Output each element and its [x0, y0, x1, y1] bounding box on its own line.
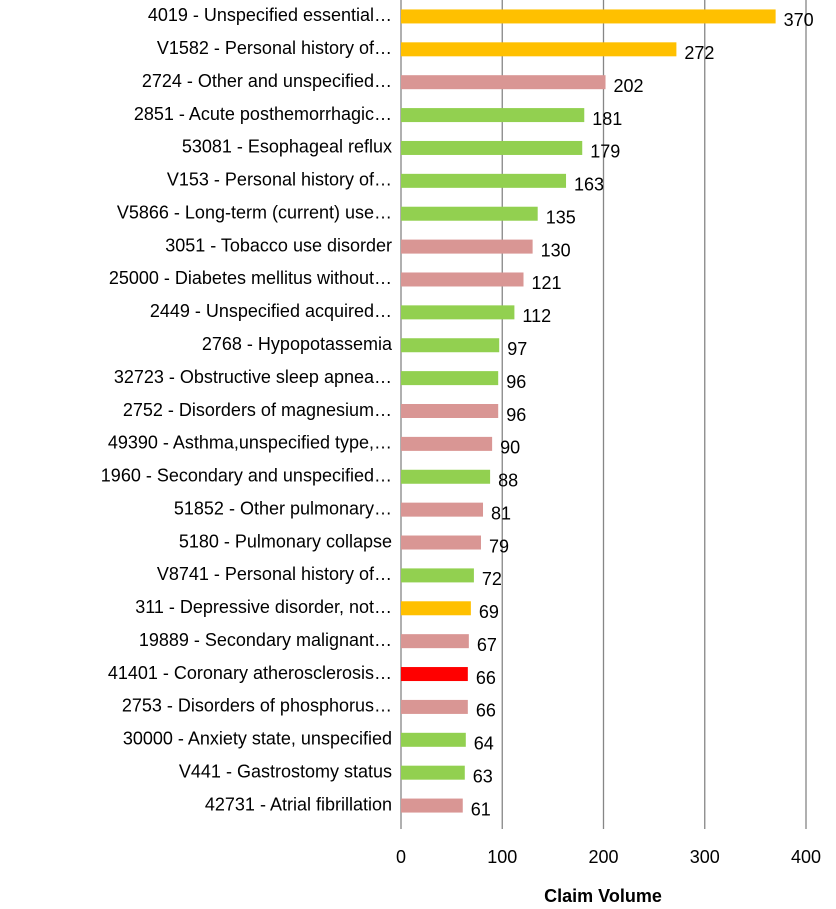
x-tick-label: 300 — [690, 847, 720, 867]
bar — [401, 75, 606, 90]
y-tick-label: 2449 - Unspecified acquired… — [150, 301, 392, 321]
bar — [401, 42, 677, 57]
y-tick-label: 32723 - Obstructive sleep apnea… — [114, 367, 392, 387]
bar — [401, 108, 585, 123]
bar — [401, 568, 474, 583]
value-label: 64 — [474, 734, 494, 754]
value-label: 67 — [477, 635, 497, 655]
bar — [401, 371, 499, 386]
y-tick-label: 5180 - Pulmonary collapse — [179, 531, 392, 551]
value-label: 66 — [476, 701, 496, 721]
y-tick-label: V1582 - Personal history of… — [157, 38, 392, 58]
y-tick-label: 3051 - Tobacco use disorder — [165, 235, 392, 255]
bar — [401, 634, 469, 649]
y-tick-label: V153 - Personal history of… — [167, 170, 392, 190]
value-label: 370 — [784, 10, 814, 30]
bar — [401, 239, 533, 254]
bar — [401, 601, 471, 616]
y-tick-label: 41401 - Coronary atherosclerosis… — [108, 663, 392, 683]
x-tick-label: 100 — [487, 847, 517, 867]
bar — [401, 9, 776, 24]
y-tick-label: 51852 - Other pulmonary… — [174, 498, 392, 518]
value-label: 179 — [590, 142, 620, 162]
bar — [401, 338, 500, 353]
value-label: 61 — [471, 799, 491, 819]
value-label: 69 — [479, 602, 499, 622]
bar — [401, 798, 463, 813]
value-label: 72 — [482, 569, 502, 589]
y-tick-label: 2752 - Disorders of magnesium… — [123, 400, 392, 420]
y-tick-label: 2851 - Acute posthemorrhagic… — [134, 104, 392, 124]
y-tick-label: 53081 - Esophageal reflux — [182, 137, 392, 157]
x-axis-title: Claim Volume — [544, 886, 662, 906]
value-label: 202 — [614, 76, 644, 96]
x-tick-label: 400 — [791, 847, 821, 867]
bar — [401, 272, 524, 287]
value-label: 66 — [476, 668, 496, 688]
bar — [401, 535, 481, 550]
y-tick-label: 19889 - Secondary malignant… — [139, 630, 392, 650]
y-tick-label: 30000 - Anxiety state, unspecified — [123, 729, 392, 749]
y-tick-label: 25000 - Diabetes mellitus without… — [109, 268, 392, 288]
value-label: 272 — [684, 43, 714, 63]
value-label: 130 — [541, 240, 571, 260]
value-label: 63 — [473, 766, 493, 786]
value-label: 90 — [500, 438, 520, 458]
y-tick-label: V8741 - Personal history of… — [157, 564, 392, 584]
bar — [401, 732, 466, 747]
bar — [401, 469, 491, 484]
y-tick-label: 2768 - Hypopotassemia — [202, 334, 393, 354]
value-label: 88 — [498, 471, 518, 491]
y-tick-label: V5866 - Long-term (current) use… — [117, 202, 392, 222]
x-tick-label: 0 — [396, 847, 406, 867]
value-label: 96 — [506, 372, 526, 392]
bar — [401, 140, 583, 155]
x-tick-label: 200 — [588, 847, 618, 867]
bar — [401, 436, 493, 451]
value-label: 96 — [506, 405, 526, 425]
bar — [401, 305, 515, 320]
y-tick-label: V441 - Gastrostomy status — [179, 761, 392, 781]
y-tick-label: 49390 - Asthma,unspecified type,… — [108, 433, 392, 453]
value-label: 97 — [507, 339, 527, 359]
value-label: 135 — [546, 207, 576, 227]
bar — [401, 404, 499, 418]
y-tick-label: 42731 - Atrial fibrillation — [205, 794, 392, 814]
bar — [401, 173, 567, 188]
value-label: 79 — [489, 536, 509, 556]
bar — [401, 667, 468, 682]
value-label: 181 — [592, 109, 622, 129]
value-label: 112 — [522, 306, 551, 326]
y-tick-label: 4019 - Unspecified essential… — [148, 5, 392, 25]
bar — [401, 699, 468, 714]
y-tick-label: 2724 - Other and unspecified… — [142, 71, 392, 91]
bar — [401, 502, 484, 517]
value-label: 163 — [574, 175, 604, 195]
value-label: 121 — [532, 273, 562, 293]
bar — [401, 765, 465, 780]
y-tick-label: 311 - Depressive disorder, not… — [135, 597, 392, 617]
value-label: 81 — [491, 503, 511, 523]
y-tick-label: 1960 - Secondary and unspecified… — [101, 466, 392, 486]
y-tick-label: 2753 - Disorders of phosphorus… — [122, 696, 392, 716]
bar — [401, 206, 538, 221]
